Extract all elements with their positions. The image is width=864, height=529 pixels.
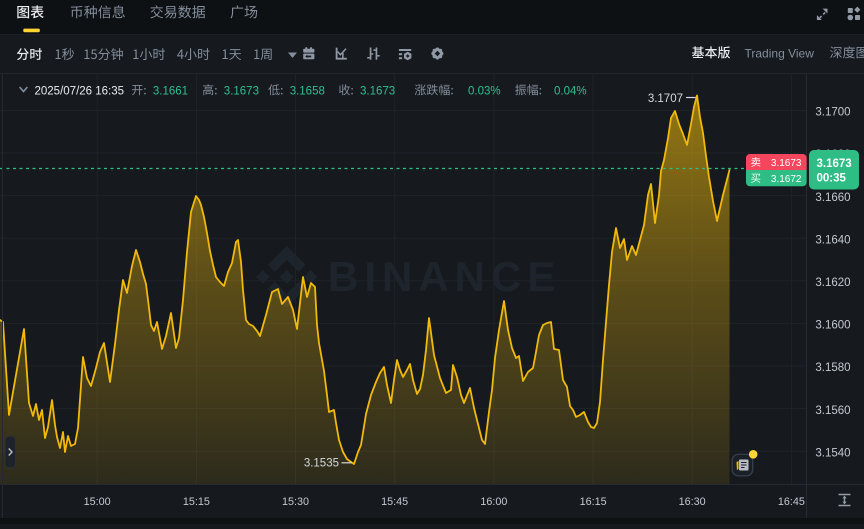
- svg-text:15:45: 15:45: [381, 496, 408, 508]
- svg-text:16:00: 16:00: [480, 496, 507, 508]
- svg-text:0.04%: 0.04%: [554, 85, 587, 97]
- svg-text:0.03%: 0.03%: [468, 85, 501, 97]
- svg-text:16:45: 16:45: [778, 496, 805, 508]
- svg-text:3.1660: 3.1660: [815, 192, 850, 204]
- svg-text:3.1535: 3.1535: [304, 458, 339, 470]
- svg-text:2025/07/26 16:35: 2025/07/26 16:35: [35, 85, 125, 97]
- svg-text:15:00: 15:00: [84, 496, 111, 508]
- svg-text:3.1620: 3.1620: [815, 277, 850, 289]
- svg-text:3.1580: 3.1580: [815, 362, 850, 374]
- svg-text:3.1673: 3.1673: [360, 85, 395, 97]
- svg-text:3.1600: 3.1600: [815, 320, 850, 332]
- svg-text:3.1560: 3.1560: [815, 405, 850, 417]
- svg-text:3.1640: 3.1640: [815, 234, 850, 246]
- svg-text:3.1672: 3.1672: [771, 174, 802, 185]
- svg-text:Trading View: Trading View: [745, 46, 815, 60]
- svg-text:16:30: 16:30: [679, 496, 706, 508]
- svg-text:3.1700: 3.1700: [815, 107, 850, 119]
- svg-text:15:30: 15:30: [282, 496, 309, 508]
- svg-text:3.1673: 3.1673: [817, 158, 852, 170]
- svg-text:3.1673: 3.1673: [224, 85, 259, 97]
- svg-text:3.1658: 3.1658: [290, 85, 325, 97]
- svg-text:00:35: 00:35: [817, 173, 847, 185]
- svg-text:16:15: 16:15: [580, 496, 607, 508]
- svg-text:3.1707: 3.1707: [648, 93, 683, 105]
- svg-text:BINANCE: BINANCE: [328, 253, 561, 300]
- svg-text:3.1661: 3.1661: [153, 85, 188, 97]
- svg-text:3.1540: 3.1540: [815, 447, 850, 459]
- svg-text:15:15: 15:15: [183, 496, 210, 508]
- svg-text:3.1673: 3.1673: [771, 158, 802, 169]
